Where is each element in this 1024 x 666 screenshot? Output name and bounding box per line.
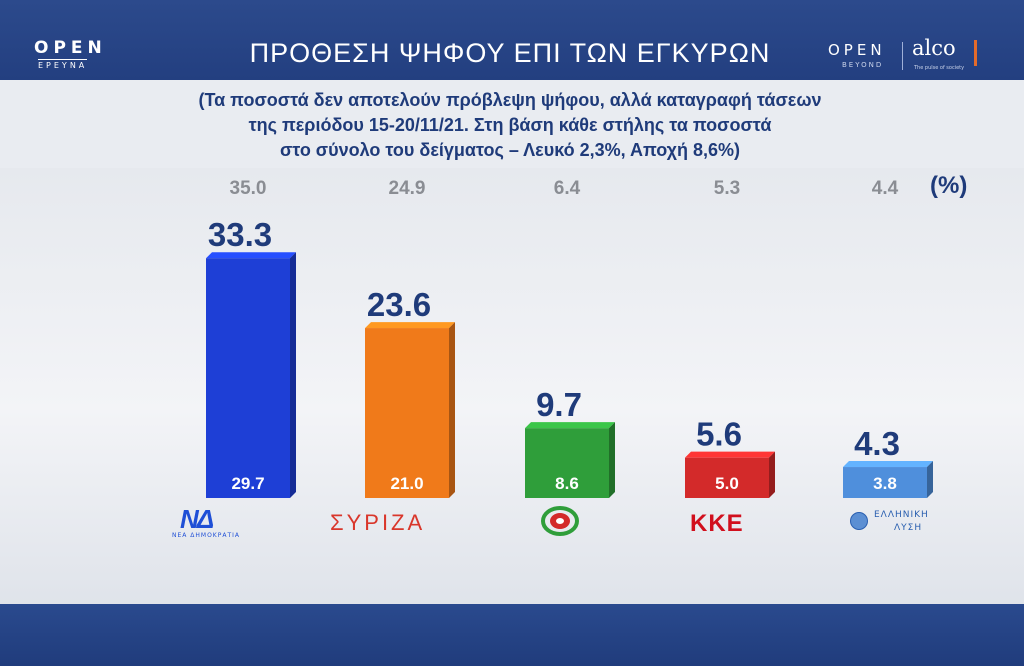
open-erevna-label: ΕΡΕΥΝΑ [38,59,88,70]
bar-value-label: 23.6 [367,286,431,323]
bar [365,328,449,498]
bar-top-face [365,322,455,329]
chart-subtitle: (Τα ποσοστά δεν αποτελούν πρόβλεψη ψήφου… [60,88,960,163]
page-title: ΠΡΟΘΕΣΗ ΨΗΦΟΥ ΕΠΙ ΤΩΝ ΕΓΚΥΡΩΝ [249,38,771,68]
bar-value-label: 4.3 [854,425,900,462]
bar-base-label: 3.8 [873,474,897,493]
elliniki-lysi-logo: ΕΛΛΗΝΙΚΗ ΛΥΣΗ [850,508,950,540]
bar [206,258,290,498]
bar-value-label: 5.6 [696,416,742,453]
syriza-logo: ΣΥΡΙΖΑ [330,510,426,535]
nd-logo-mark: ΝΔ [180,504,214,534]
bar-side-face [609,422,615,498]
previous-value-label: 5.3 [714,178,740,199]
bar-base-label: 8.6 [555,474,579,493]
bar-base-label: 21.0 [390,474,423,493]
alco-tagline: The pulse of society [914,65,965,71]
alco-accent-bar [974,40,977,66]
elliniki-lysi-text-line2: ΛΥΣΗ [894,523,923,533]
pasok-sun-icon [541,506,579,536]
subtitle-line: στο σύνολο του δείγματος – Λευκό 2,3%, Α… [279,140,741,160]
bar-base-label: 29.7 [231,474,264,493]
bar-side-face [927,461,933,498]
elliniki-lysi-emblem-icon [850,512,868,530]
bar-value-label: 33.3 [208,216,272,253]
previous-value-label: 24.9 [389,178,426,199]
bar [685,457,769,498]
subtitle-line: της περιόδου 15-20/11/21. Στη βάση κάθε … [248,115,772,135]
previous-value-label: 4.4 [872,178,899,199]
nd-logo-text: ΝΕΑ ΔΗΜΟΚΡΑΤΙΑ [172,532,241,539]
pasok-logo [540,506,596,536]
kke-logo: ΚΚΕ [690,510,744,537]
bar-top-face [843,461,933,468]
elliniki-lysi-text-line1: ΕΛΛΗΝΙΚΗ [874,510,929,520]
bar-side-face [769,451,775,498]
bar-side-face [449,322,455,498]
logo-divider [902,42,903,70]
bar-value-label: 9.7 [536,386,582,423]
beyond-label: BEYOND [842,61,884,69]
subtitle-line: (Τα ποσοστά δεν αποτελούν πρόβλεψη ψήφου… [198,90,822,110]
footer-bar [0,604,1024,666]
header-bar: OPEN ΕΡΕΥΝΑ ΠΡΟΘΕΣΗ ΨΗΦΟΥ ΕΠΙ ΤΩΝ ΕΓΚΥΡΩ… [0,0,1024,80]
nd-logo: ΝΔ ΝΕΑ ΔΗΜΟΚΡΑΤΙΑ [172,504,272,540]
bar [525,428,609,498]
bar-side-face [290,252,296,498]
open-beyond-logo: OPEN [828,41,886,59]
open-logo: OPEN [34,38,107,58]
unit-label: (%) [930,172,968,199]
bar [843,467,927,498]
previous-value-label: 6.4 [554,178,581,199]
bar-top-face [525,422,615,429]
bar-base-label: 5.0 [715,474,739,493]
bar-top-face [206,252,296,259]
bar-top-face [685,451,775,458]
alco-logo: alco [912,36,956,60]
previous-value-label: 35.0 [230,178,267,199]
chart-background [0,168,1024,608]
